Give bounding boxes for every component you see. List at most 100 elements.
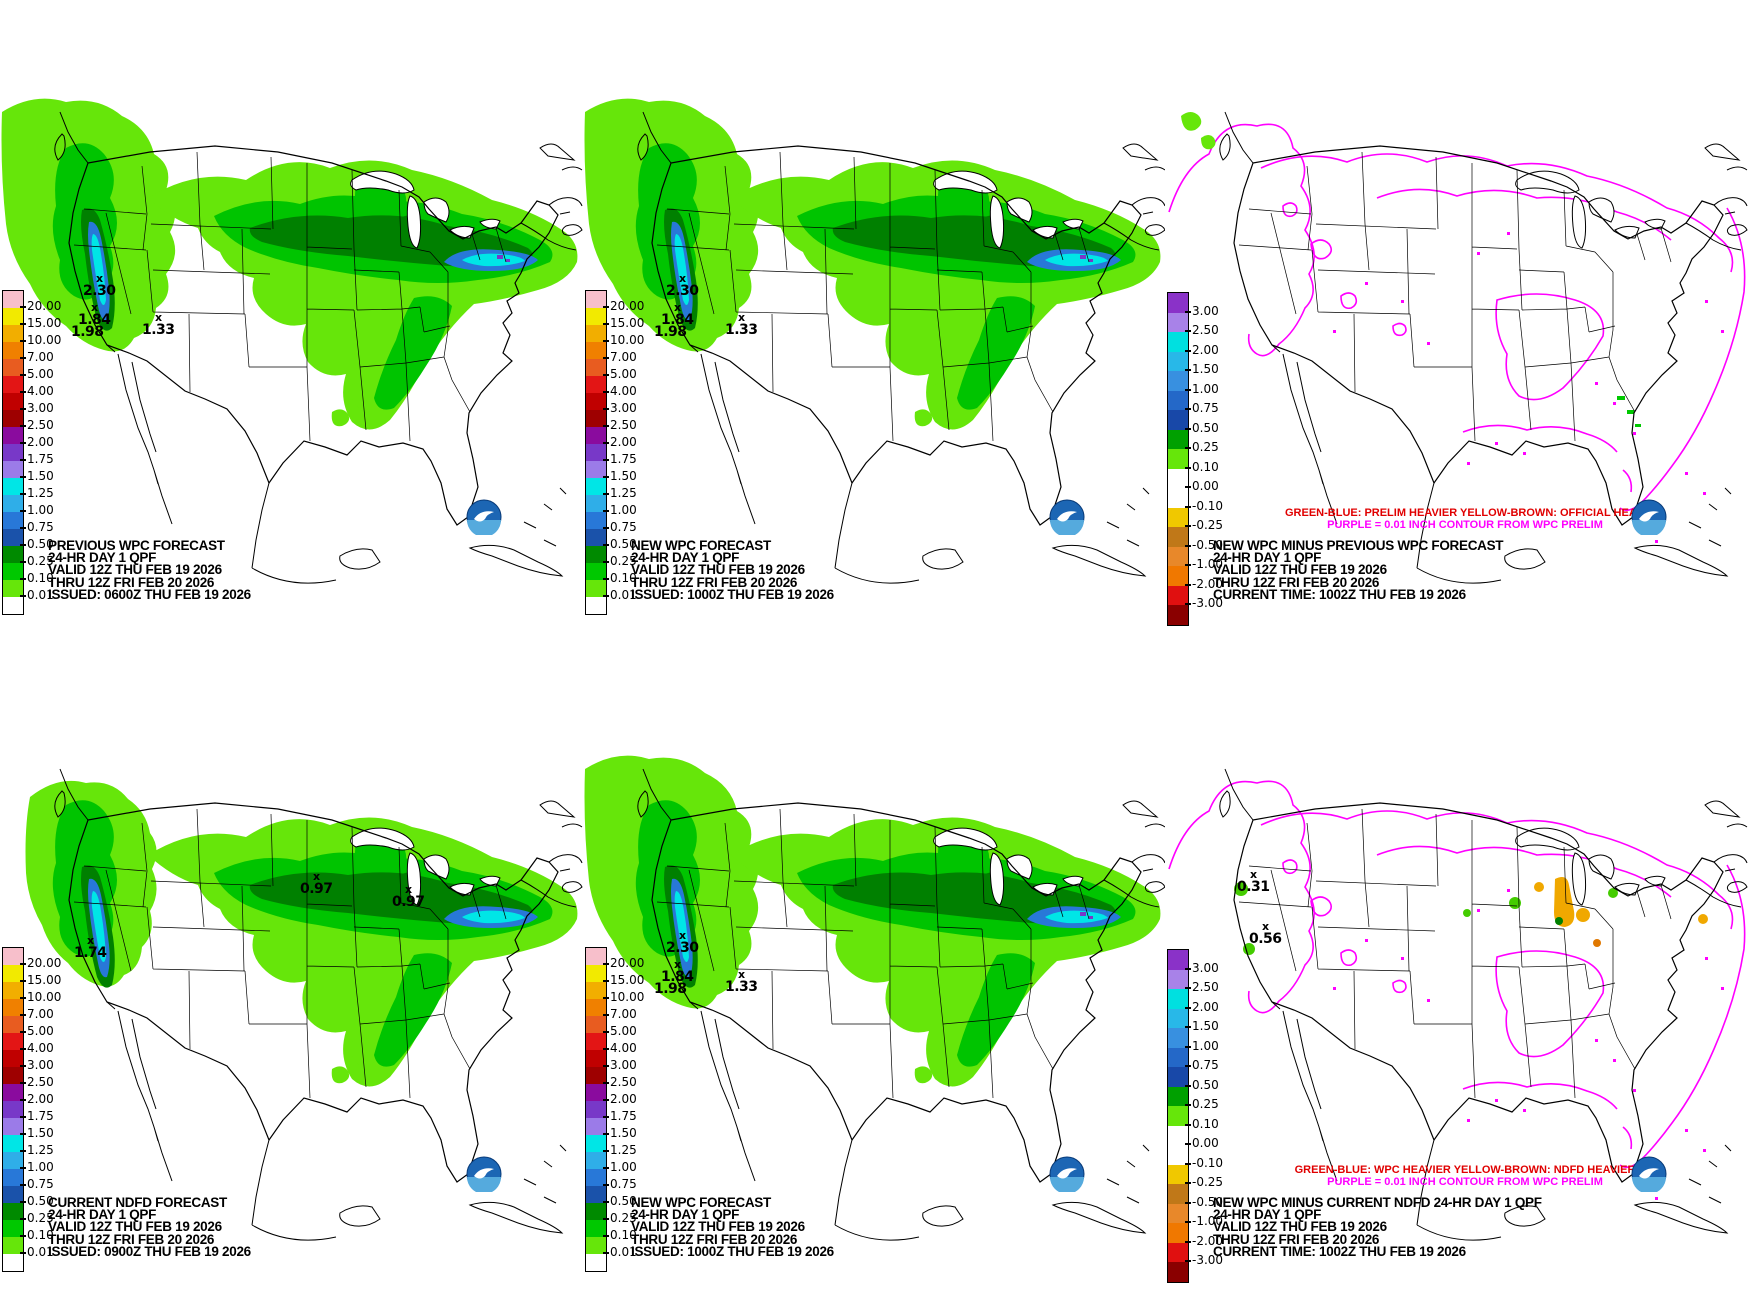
colorbar-label: 10.00 [27,990,62,1004]
colorbar-tick [603,1082,609,1084]
colorbar-segment [3,1118,23,1135]
colorbar-label: 1.50 [1192,362,1219,376]
colorbar-tick [603,980,609,982]
colorbar-tick [1185,1162,1191,1165]
colorbar-segment [1168,312,1188,332]
colorbar-tick [603,578,609,580]
max-location-mark: x [87,934,95,947]
colorbar-label: 1.75 [610,452,637,466]
colorbar-segment [3,461,23,478]
colorbar-tick [1185,330,1191,332]
colorbar-label: 0.50 [1192,1077,1219,1092]
colorbar-segment [586,512,606,529]
colorbar-segment [3,597,23,614]
colorbar-label: 10.00 [27,333,62,347]
colorbar-label: 7.00 [610,350,637,364]
colorbar-label: 20.00 [610,299,645,313]
colorbar-tick [20,963,26,965]
colorbar-segment [586,461,606,478]
colorbar-segment [1168,488,1188,508]
colorbar-label: 0.50 [610,1194,637,1208]
colorbar-segment [1168,1145,1188,1165]
colorbar-label: 1.50 [610,469,637,483]
colorbar-tick [1185,388,1191,391]
colorbar-segment [1168,1008,1188,1028]
title-line: CURRENT TIME: 1002Z THU FEB 19 2026 [1213,586,1466,602]
title-line: NEW WPC MINUS PREVIOUS WPC FORECAST [1213,538,1504,553]
colorbar-label: 10.00 [610,333,645,347]
colorbar-label: 15.00 [27,316,62,330]
max-value-annotation: 0.97 [392,894,425,910]
colorbar-tick [603,493,609,495]
colorbar-tick [603,1167,609,1169]
colorbar-segment [3,291,23,308]
colorbar-label: 15.00 [27,973,62,987]
colorbar-label: 1.00 [27,1160,54,1174]
colorbar-tick [20,323,26,325]
colorbar-segment [3,512,23,529]
colorbar-segment [3,1220,23,1237]
colorbar-label: 0.75 [27,520,54,534]
colorbar-segment [586,1186,606,1203]
colorbar-label: 0.10 [610,571,637,585]
colorbar-tick [20,1235,26,1237]
colorbar-tick [603,1065,609,1067]
max-location-mark: x [679,272,687,285]
colorbar-segment [586,1050,606,1067]
colorbar-segment [1168,1047,1188,1067]
colorbar-tick [1185,505,1191,508]
colorbar-tick [603,374,609,376]
colorbar-segment [1168,1028,1188,1048]
colorbar-segment [586,1084,606,1101]
colorbar-label: 1.50 [610,1126,637,1140]
colorbar-tick [20,1150,26,1152]
colorbar-label: 4.00 [610,1041,637,1055]
colorbar-label: 0.00 [1192,479,1219,493]
colorbar-tick [603,1150,609,1152]
colorbar-segment [586,427,606,444]
colorbar-label: -0.50 [1192,537,1224,552]
colorbar-label: 0.01 [27,1245,54,1259]
colorbar-segment [586,1016,606,1033]
noaa-logo [1049,1156,1085,1194]
colorbar-tick [603,425,609,427]
colorbar-tick [20,442,26,444]
colorbar-label: 0.10 [610,1228,637,1242]
colorbar-segment [1168,371,1188,391]
colorbar-tick [20,1167,26,1169]
colorbar-tick [20,374,26,376]
colorbar-tick [20,1065,26,1067]
title-line: ISSUED: 1000Z THU FEB 19 2026 [631,586,834,602]
colorbar-label: 0.25 [610,554,637,568]
colorbar-label: 2.00 [610,1092,637,1106]
colorbar-segment [586,376,606,393]
colorbar-segment [1168,1086,1188,1106]
colorbar-segment [1168,1106,1188,1126]
max-location-mark: x [155,311,163,324]
colorbar-label: -1.00 [1192,1214,1224,1228]
colorbar-tick [603,1014,609,1016]
colorbar-segment [3,1101,23,1118]
diff-colorbar [1167,292,1189,626]
colorbar-segment [586,1135,606,1152]
colorbar-tick [20,527,26,529]
colorbar-tick [1185,447,1191,449]
colorbar-segment [1168,1067,1188,1087]
colorbar-label: 0.10 [27,571,54,585]
colorbar-segment [3,359,23,376]
colorbar-segment [1168,969,1188,989]
colorbar-segment [1168,989,1188,1009]
colorbar-label: 1.50 [27,469,54,483]
colorbar-tick [1185,1260,1191,1262]
title-line: THRU 12Z FRI FEB 20 2026 [631,574,798,590]
colorbar-tick [20,1031,26,1033]
colorbar-tick [603,595,609,597]
colorbar-segment [1168,468,1188,488]
colorbar-tick [1185,987,1191,989]
colorbar-label: 1.00 [1192,381,1219,396]
colorbar-segment [1168,390,1188,410]
noaa-logo [466,499,502,537]
colorbar-tick [603,1201,609,1203]
title-line: VALID 12Z THU FEB 19 2026 [48,1219,222,1235]
colorbar-tick [20,1082,26,1084]
